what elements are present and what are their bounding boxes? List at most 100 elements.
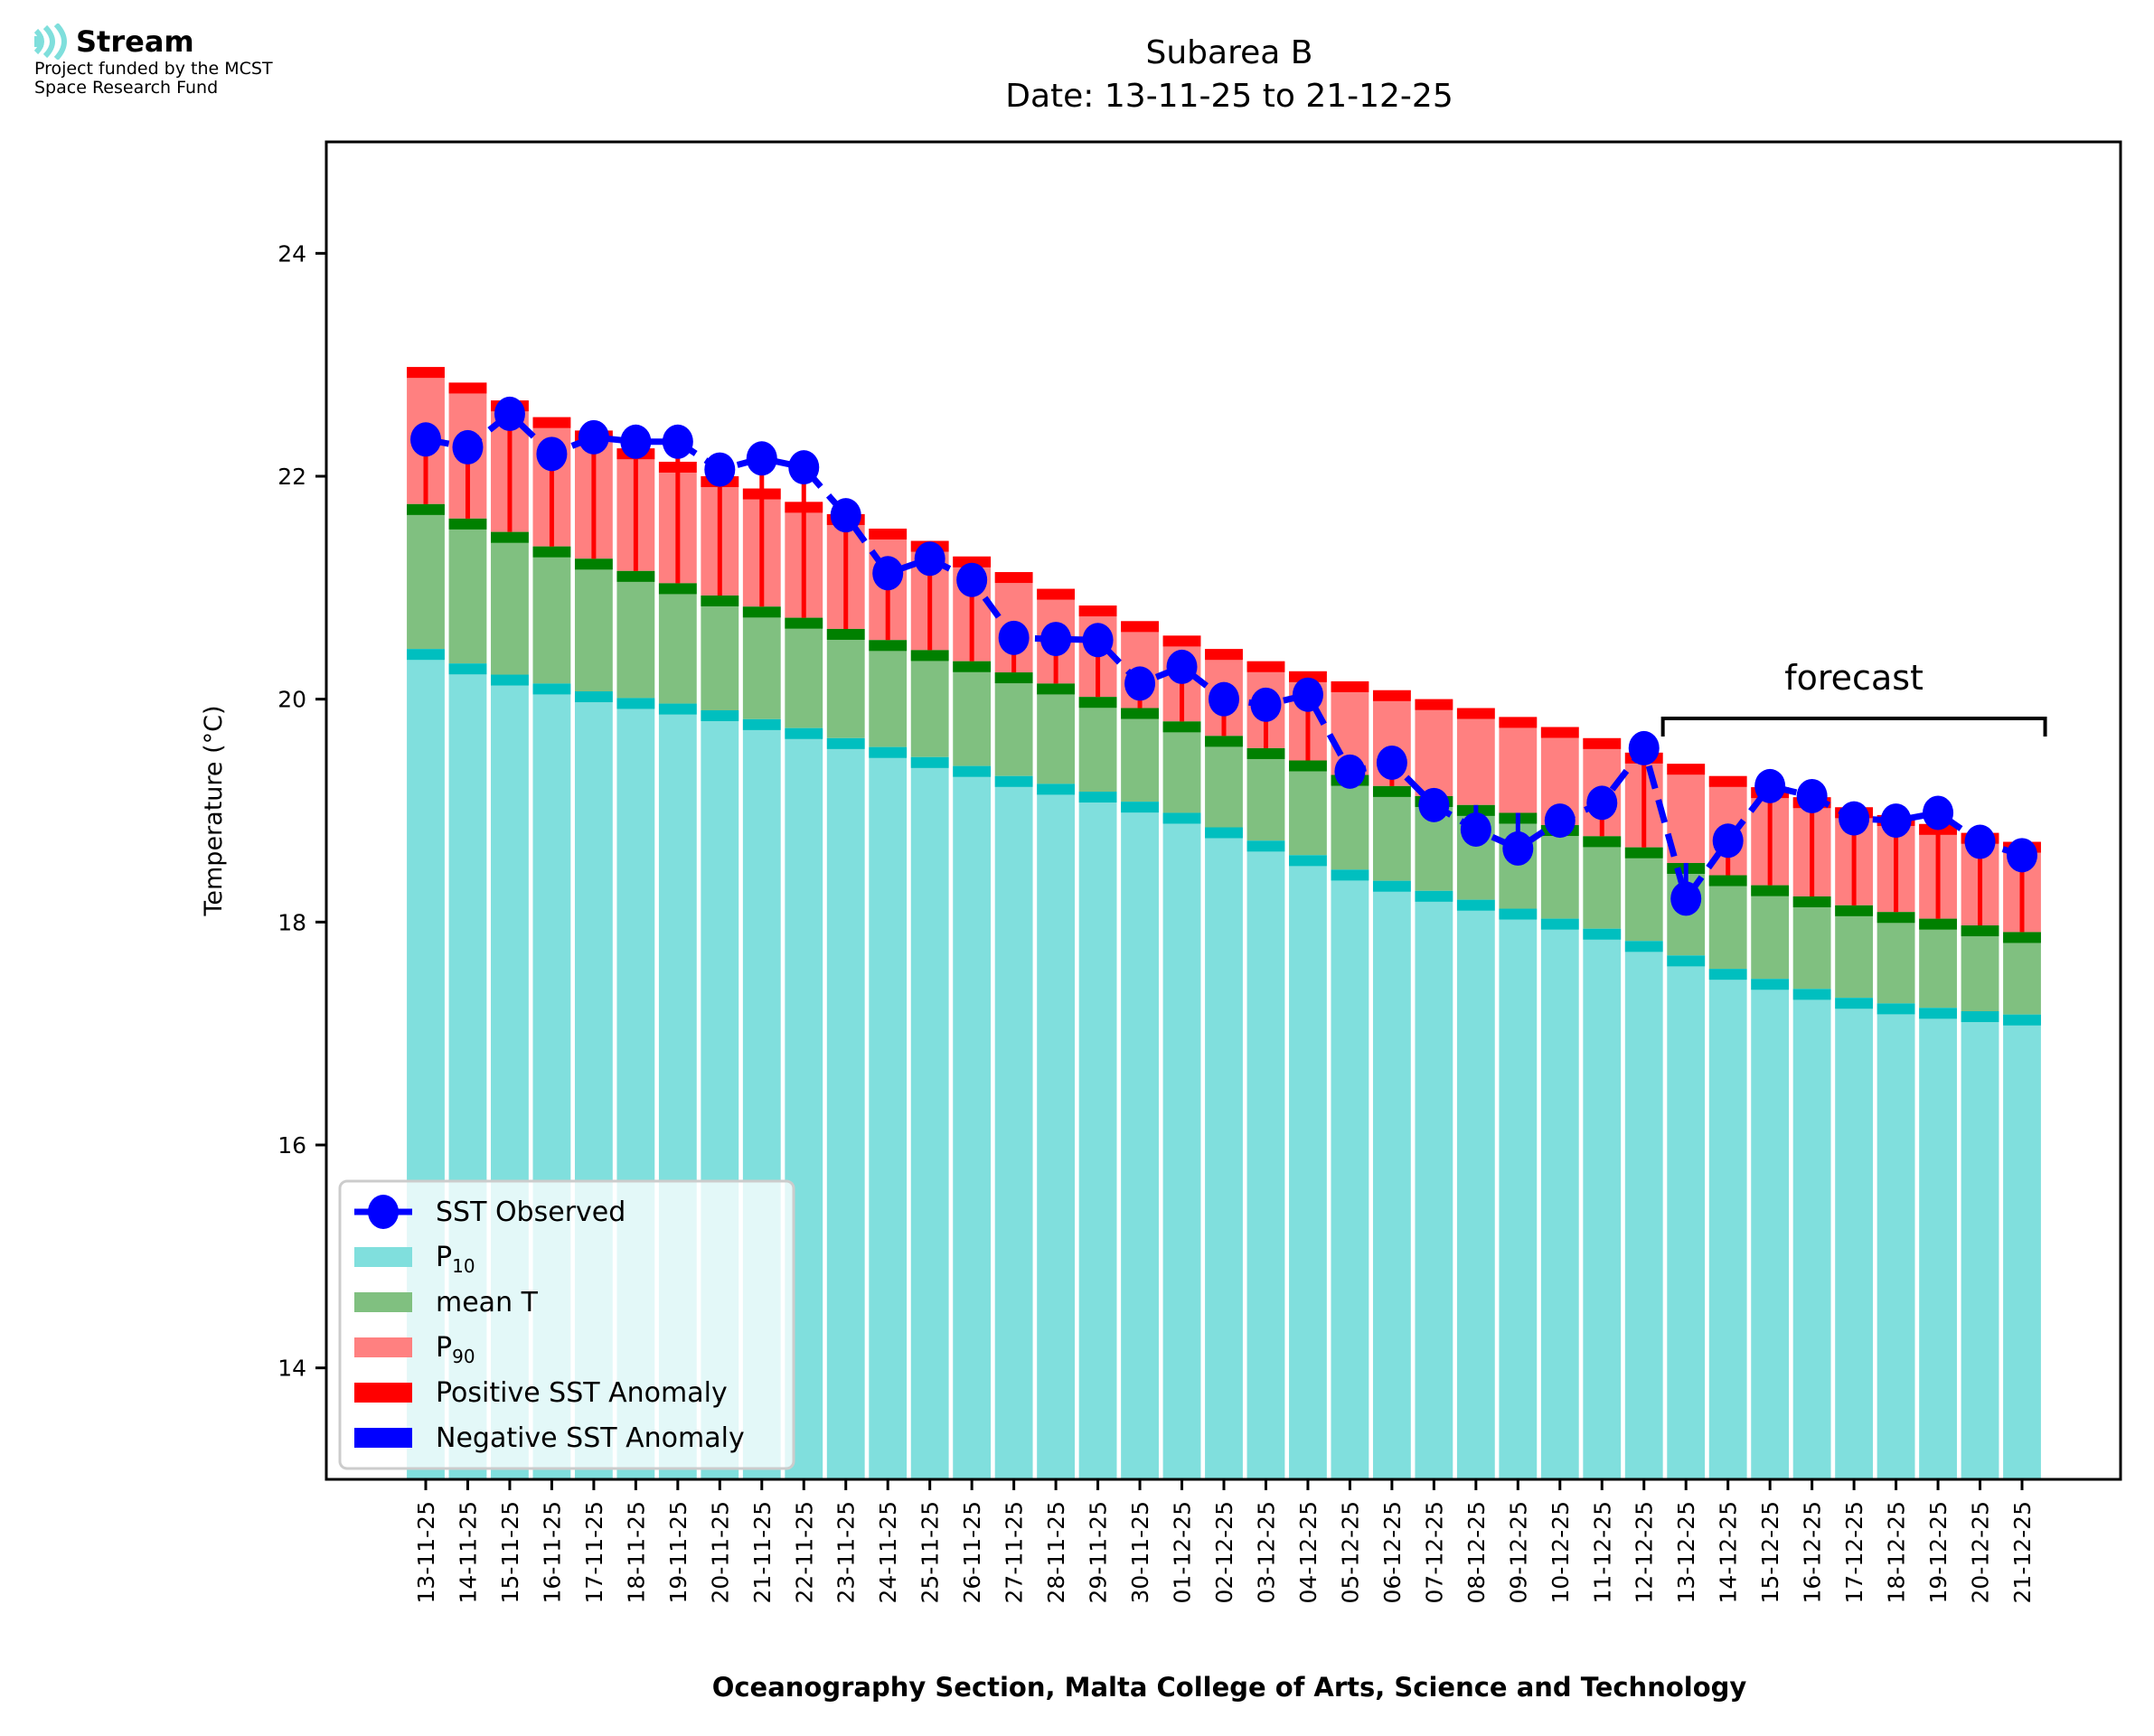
bar-group xyxy=(1919,812,1957,1478)
bar-group xyxy=(1961,832,1999,1478)
bar-mean xyxy=(491,531,529,675)
x-tick-label: 21-11-25 xyxy=(749,1501,776,1603)
bar-mean-edge xyxy=(1961,925,1999,937)
bar-p10 xyxy=(1499,908,1538,1478)
bar-group xyxy=(910,540,949,1478)
bar-group xyxy=(1372,690,1411,1478)
bar-p90-edge xyxy=(407,367,445,379)
x-axis: 13-11-25 14-11-25 15-11-25 16-11-25 17-11-25… xyxy=(413,1479,2036,1603)
bar-p90-edge xyxy=(1331,680,1369,692)
sst-marker xyxy=(2007,838,2037,873)
bar-p10 xyxy=(869,746,908,1478)
funding-line-1: Project funded by the MCST xyxy=(34,59,273,79)
legend-label: Positive SST Anomaly xyxy=(436,1377,728,1409)
legend-swatch xyxy=(354,1383,412,1403)
bar-p10 xyxy=(1162,812,1201,1478)
bar-p10 xyxy=(1961,1011,1999,1478)
bar-p10-edge xyxy=(1751,979,1790,990)
bar-mean-edge xyxy=(869,640,908,652)
y-tick-label: 20 xyxy=(277,687,306,713)
bar-mean xyxy=(1078,697,1117,793)
bar-p10-edge xyxy=(1583,928,1622,940)
legend-item: Negative SST Anomaly xyxy=(354,1422,745,1454)
bar-mean xyxy=(532,546,571,684)
bar-mean xyxy=(448,518,487,664)
x-tick-label: 14-11-25 xyxy=(455,1501,481,1603)
funding-line-2: Space Research Fund xyxy=(34,78,219,98)
logo-brand: Stream xyxy=(34,23,273,60)
y-tick-label: 14 xyxy=(277,1356,306,1382)
x-tick-label: 15-12-25 xyxy=(1757,1501,1783,1603)
bar-group xyxy=(1540,727,1579,1478)
bar-group xyxy=(1751,785,1790,1478)
legend-swatch xyxy=(354,1292,412,1312)
x-tick-label: 04-12-25 xyxy=(1295,1501,1322,1603)
bar-p10 xyxy=(826,737,865,1478)
bar-p10-edge xyxy=(574,691,613,703)
x-tick-label: 16-11-25 xyxy=(539,1501,565,1603)
bar-p90-edge xyxy=(1205,649,1243,661)
sst-marker xyxy=(1460,812,1491,847)
legend-swatch xyxy=(354,1247,412,1267)
sst-marker xyxy=(1376,745,1407,780)
bar-group xyxy=(869,528,908,1478)
x-tick-label: 19-11-25 xyxy=(665,1501,691,1603)
sst-marker xyxy=(578,419,609,455)
bar-p10 xyxy=(2003,1014,2041,1478)
bar-group xyxy=(1499,717,1538,1478)
y-axis: 14 16 18 20 22 24 xyxy=(277,240,326,1382)
sst-marker xyxy=(452,429,484,464)
bar-p10 xyxy=(1835,998,1874,1478)
bar-p10 xyxy=(1246,840,1285,1478)
bar-p10-edge xyxy=(1331,869,1369,881)
bar-p10-edge xyxy=(785,727,823,739)
sst-marker xyxy=(1166,649,1198,684)
bar-p90-edge xyxy=(994,572,1033,584)
bar-p10 xyxy=(953,765,992,1478)
bar-group xyxy=(1583,737,1622,1478)
sst-marker xyxy=(872,556,904,591)
x-tick-label: 16-12-25 xyxy=(1800,1501,1826,1603)
bar-p90-edge xyxy=(1415,699,1453,710)
bar-p10 xyxy=(1331,869,1369,1478)
bar-group xyxy=(1121,621,1159,1478)
bar-mean xyxy=(869,640,908,747)
bar-p10-edge xyxy=(1162,812,1201,824)
bar-mean xyxy=(1877,912,1915,1004)
bar-mean-edge xyxy=(1289,760,1327,772)
bar-group xyxy=(1205,649,1243,1478)
bar-p10-edge xyxy=(407,649,445,661)
bar-p10-edge xyxy=(1499,908,1538,920)
bar-mean-edge xyxy=(491,531,529,543)
bar-mean-edge xyxy=(1792,896,1831,907)
bar-p10 xyxy=(1415,890,1453,1478)
x-tick-label: 07-12-25 xyxy=(1421,1501,1447,1603)
bar-mean-edge xyxy=(785,617,823,629)
x-tick-label: 08-12-25 xyxy=(1463,1501,1490,1603)
legend-label: Negative SST Anomaly xyxy=(436,1422,745,1454)
legend-label: SST Observed xyxy=(436,1196,626,1228)
x-tick-label: 30-11-25 xyxy=(1127,1501,1153,1603)
bar-group xyxy=(826,513,865,1478)
bar-p90 xyxy=(1499,717,1538,813)
y-tick-label: 16 xyxy=(277,1132,306,1159)
x-tick-label: 27-11-25 xyxy=(1002,1501,1028,1603)
sst-marker xyxy=(1964,824,1996,859)
bar-p10 xyxy=(1037,784,1076,1478)
bar-group xyxy=(1456,708,1495,1478)
chart-title: Subarea B xyxy=(1146,34,1313,71)
bar-mean xyxy=(1246,747,1285,841)
bar-p10-edge xyxy=(1667,955,1706,967)
bar-mean-edge xyxy=(1037,683,1076,695)
bar-mean xyxy=(1331,774,1369,870)
bar-p10-edge xyxy=(1205,827,1243,839)
sst-marker xyxy=(1082,623,1114,658)
x-tick-label: 17-11-25 xyxy=(581,1501,607,1603)
bar-p10 xyxy=(1205,827,1243,1478)
bar-mean xyxy=(1624,847,1663,942)
bar-p90-edge xyxy=(1289,671,1327,682)
bar-p10 xyxy=(1372,880,1411,1478)
bar-mean xyxy=(785,617,823,728)
bar-mean-edge xyxy=(910,650,949,662)
x-tick-label: 15-11-25 xyxy=(497,1501,523,1603)
